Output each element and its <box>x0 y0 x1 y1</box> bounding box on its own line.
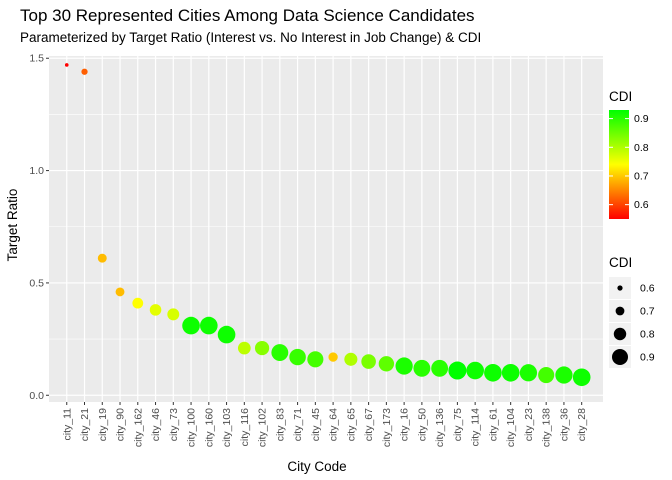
data-point <box>361 354 376 369</box>
data-point <box>328 352 338 362</box>
x-tick-label: city_90 <box>115 408 127 441</box>
y-tick-label: 1.5 <box>29 53 44 65</box>
x-tick-label: city_61 <box>487 408 499 441</box>
y-tick-label: 1.0 <box>29 165 44 177</box>
x-tick-label: city_136 <box>434 408 446 447</box>
x-tick-label: city_11 <box>61 408 73 441</box>
x-tick-label: city_67 <box>363 408 375 441</box>
size-legend-label: 0.6 <box>640 283 655 295</box>
x-tick-label: city_71 <box>292 408 304 441</box>
x-tick-label: city_36 <box>558 408 570 441</box>
x-tick-label: city_23 <box>523 408 535 441</box>
grid-lines <box>49 56 603 402</box>
color-legend-label: 0.9 <box>634 113 649 125</box>
x-tick-label: city_83 <box>274 408 286 441</box>
size-legend-dot <box>611 348 629 366</box>
size-legend-dot <box>615 306 625 316</box>
x-axis: city_11 city_21 city_19 city_90 city_162 city… <box>61 402 588 447</box>
x-tick-label: city_45 <box>310 408 322 441</box>
color-legend: CDI 0.6 0.7 0.8 0.9 <box>609 89 649 219</box>
data-point <box>413 359 431 377</box>
size-legend-dot <box>613 327 627 341</box>
data-point <box>167 308 180 321</box>
x-tick-label: city_64 <box>328 408 340 441</box>
data-point <box>572 368 591 387</box>
x-tick-label: city_73 <box>168 408 180 441</box>
x-tick-label: city_102 <box>257 408 269 447</box>
data-point <box>344 352 358 366</box>
data-point <box>431 359 449 377</box>
data-point <box>149 304 162 316</box>
data-point <box>64 63 69 67</box>
x-tick-label: city_114 <box>470 408 482 446</box>
data-point <box>538 366 555 384</box>
x-tick-label: city_138 <box>541 408 553 447</box>
data-point <box>501 363 520 382</box>
data-point <box>395 357 413 375</box>
data-point <box>555 366 573 384</box>
x-tick-label: city_28 <box>576 408 588 441</box>
x-tick-label: city_160 <box>203 408 215 447</box>
x-axis-title: City Code <box>287 459 346 474</box>
color-legend-title: CDI <box>609 89 632 104</box>
chart-subtitle: Parameterized by Target Ratio (Interest … <box>20 30 481 45</box>
x-tick-label: city_104 <box>505 408 517 447</box>
y-axis: 0.0 0.5 1.0 1.5 <box>29 53 49 402</box>
size-legend-dot <box>617 285 623 291</box>
size-legend-title: CDI <box>609 255 632 270</box>
data-point <box>254 340 270 356</box>
data-point <box>466 361 484 380</box>
color-legend-label: 0.6 <box>634 199 649 211</box>
x-tick-label: city_116 <box>239 408 251 446</box>
x-tick-label: city_103 <box>221 408 233 447</box>
color-legend-bar <box>609 110 629 219</box>
data-point <box>115 287 125 297</box>
x-tick-label: city_100 <box>186 408 198 447</box>
data-point <box>132 297 144 309</box>
size-legend-label: 0.8 <box>640 329 655 341</box>
chart-title: Top 30 Represented Cities Among Data Sci… <box>20 6 475 25</box>
data-point <box>217 325 236 344</box>
data-point <box>237 341 251 355</box>
color-legend-label: 0.7 <box>634 170 649 182</box>
data-point <box>81 68 88 75</box>
data-point <box>182 316 200 335</box>
size-legend-label: 0.7 <box>640 306 655 318</box>
x-tick-label: city_173 <box>381 408 393 447</box>
x-tick-label: city_65 <box>345 408 357 441</box>
data-point <box>271 344 289 362</box>
data-point <box>289 348 306 366</box>
x-tick-label: city_16 <box>399 408 411 441</box>
x-tick-label: city_162 <box>132 408 144 447</box>
data-point <box>307 351 324 368</box>
color-legend-label: 0.8 <box>634 142 649 154</box>
data-point <box>199 316 218 335</box>
size-legend: CDI 0.6 0.7 0.8 0.9 <box>609 255 655 368</box>
x-tick-label: city_50 <box>416 408 428 441</box>
y-axis-title: Target Ratio <box>5 189 20 262</box>
x-tick-label: city_19 <box>97 408 109 441</box>
x-tick-label: city_75 <box>452 408 464 441</box>
data-point <box>97 253 107 263</box>
plot-panel <box>49 56 603 402</box>
data-points <box>64 63 591 387</box>
y-tick-label: 0.0 <box>29 390 44 402</box>
data-point <box>378 356 395 372</box>
data-point <box>519 364 538 382</box>
data-point <box>484 363 502 382</box>
x-tick-label: city_21 <box>79 408 91 441</box>
size-legend-label: 0.9 <box>640 352 655 364</box>
y-tick-label: 0.5 <box>29 277 44 289</box>
x-tick-label: city_46 <box>150 408 162 441</box>
data-point <box>448 361 467 380</box>
